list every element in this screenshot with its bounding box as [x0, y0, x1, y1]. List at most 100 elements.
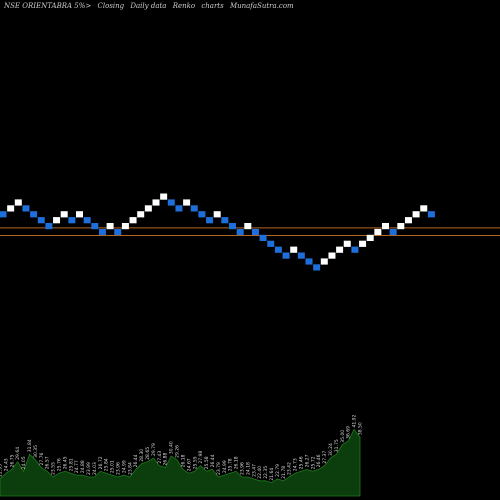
- volume-label: 31.75: [334, 439, 340, 452]
- renko-bricks: [0, 193, 435, 271]
- volume-label: 25.01: [110, 460, 116, 473]
- volume-label: 23.96: [239, 462, 245, 475]
- volume-label: 25.72: [310, 456, 316, 469]
- renko-brick-up: [420, 205, 428, 212]
- volume-label: 24.88: [80, 460, 86, 473]
- renko-brick-down: [274, 246, 282, 253]
- renko-brick-up: [404, 217, 412, 224]
- volume-label: 27.76: [39, 452, 45, 465]
- volume-label: 24.67: [186, 458, 192, 471]
- volume-label: 24.18: [245, 462, 251, 475]
- renko-brick-down: [114, 228, 122, 236]
- renko-brick-up: [76, 211, 83, 218]
- volume-label: 24.43: [3, 458, 9, 471]
- volume-label: 24.03: [92, 462, 98, 475]
- volume-label: 36.69: [346, 426, 352, 439]
- volume-label: 35.00: [340, 430, 346, 443]
- renko-brick-up: [121, 223, 129, 230]
- volume-label: 25.78: [228, 458, 234, 471]
- renko-brick-up: [7, 205, 15, 212]
- renko-brick-down: [175, 205, 183, 212]
- renko-brick-up: [14, 199, 22, 206]
- renko-brick-down: [236, 228, 244, 236]
- renko-brick-up: [137, 211, 145, 218]
- renko-brick-up: [183, 199, 191, 206]
- renko-brick-up: [397, 223, 405, 230]
- volume-label: 28.30: [139, 449, 145, 462]
- renko-brick-down: [351, 246, 359, 253]
- renko-brick-down: [83, 217, 91, 224]
- renko-brick-down: [30, 211, 38, 218]
- renko-brick-up: [106, 223, 114, 230]
- volume-label: 22.79: [275, 464, 281, 477]
- renko-brick-down: [229, 223, 236, 230]
- volume-label: 26.18: [234, 456, 240, 469]
- renko-brick-down: [389, 228, 397, 236]
- volume-label: 26.46: [316, 454, 322, 467]
- volume-label: 30.24: [328, 443, 334, 456]
- volume-label: 22.35: [263, 466, 269, 479]
- renko-brick-up: [60, 211, 68, 218]
- renko-brick-down: [282, 252, 290, 259]
- volume-label: 26.45: [62, 456, 68, 469]
- volume-label: 29.64: [15, 447, 21, 460]
- volume-label: 29.26: [175, 445, 181, 458]
- volume-label: 23.55: [51, 462, 57, 475]
- renko-brick-down: [251, 228, 259, 236]
- renko-brick-down: [198, 211, 206, 218]
- renko-brick-up: [328, 252, 336, 259]
- renko-brick-down: [297, 252, 305, 259]
- volume-label: 25.81: [68, 458, 74, 471]
- volume-label: 24.77: [74, 460, 80, 473]
- renko-brick-down: [37, 217, 45, 224]
- renko-brick-down: [0, 211, 7, 218]
- volume-area: [0, 428, 361, 497]
- renko-brick-up: [129, 217, 137, 224]
- volume-label: 25.84: [104, 458, 110, 471]
- renko-brick-up: [160, 193, 168, 200]
- volume-label: 27.37: [322, 451, 328, 464]
- renko-brick-down: [221, 217, 229, 224]
- renko-brick-up: [366, 234, 374, 241]
- renko-brick-down: [45, 223, 53, 230]
- volume-label: 31.84: [27, 439, 33, 452]
- volume-label: 41.92: [352, 414, 358, 427]
- renko-brick-down: [305, 258, 313, 265]
- renko-brick-down: [313, 264, 321, 271]
- renko-brick-up: [343, 240, 351, 247]
- volume-label: 24.05: [21, 456, 27, 469]
- volume-label: 23.84: [127, 462, 133, 475]
- renko-brick-up: [336, 246, 344, 253]
- renko-brick-down: [190, 205, 198, 212]
- renko-brick-down: [267, 240, 275, 247]
- renko-brick-down: [91, 223, 99, 230]
- volume-label: 24.73: [293, 458, 299, 471]
- renko-brick-up: [244, 223, 252, 230]
- volume-label: 21.64: [269, 468, 275, 481]
- volume-label: 25.55: [192, 456, 198, 469]
- renko-brick-up: [382, 223, 389, 230]
- renko-brick-up: [213, 211, 221, 218]
- renko-brick-down: [206, 217, 214, 224]
- renko-brick-up: [144, 205, 152, 212]
- renko-brick-up: [359, 240, 367, 247]
- renko-brick-down: [22, 205, 30, 212]
- volume-label: 23.47: [251, 464, 257, 477]
- volume-label: 30.40: [169, 441, 175, 454]
- renko-brick-up: [152, 199, 160, 206]
- volume-label: 26.44: [133, 454, 139, 467]
- volume-label: 26.44: [210, 454, 216, 467]
- renko-brick-down: [98, 228, 106, 236]
- volume-label: 22.95: [0, 464, 4, 477]
- volume-label: 26.27: [304, 454, 310, 467]
- volume-label: 27.43: [157, 451, 163, 464]
- renko-brick-up: [374, 228, 382, 236]
- volume-label: 25.76: [57, 458, 63, 471]
- volume-label: 28.65: [145, 447, 151, 460]
- volume-label: 24.99: [121, 460, 127, 473]
- volume-label: 26.75: [9, 454, 15, 467]
- volume-label: 25.46: [298, 456, 304, 469]
